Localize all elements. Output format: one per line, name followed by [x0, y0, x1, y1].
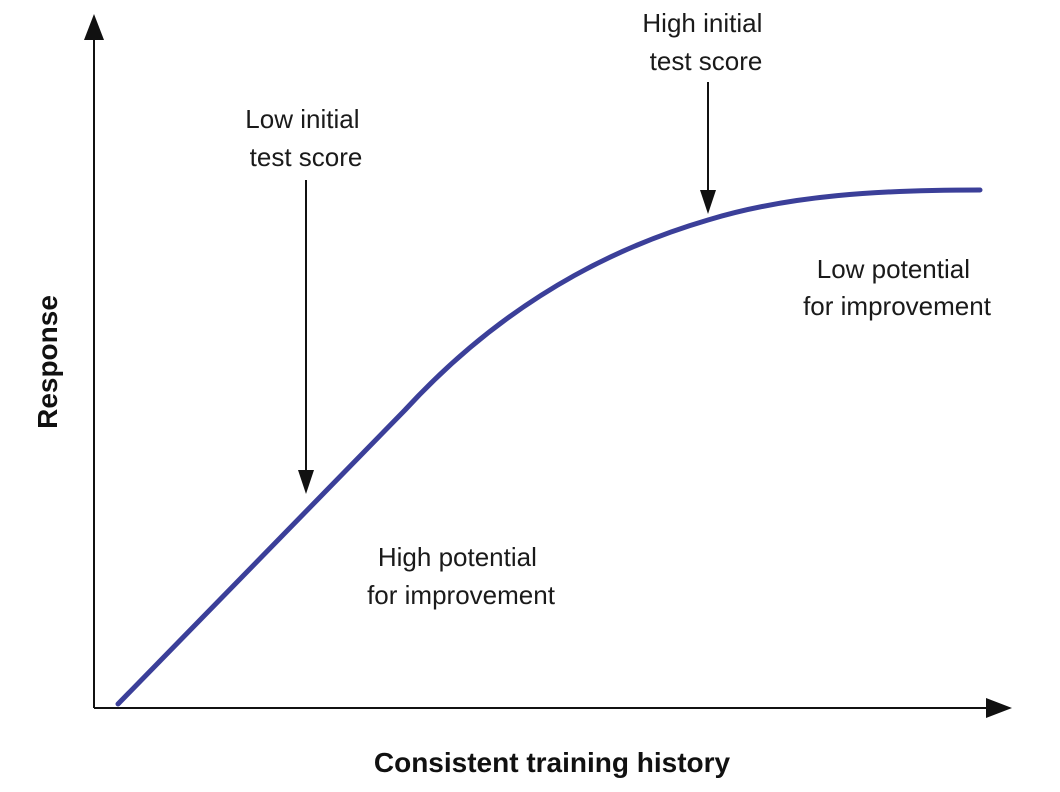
low-potential-label-line-2: for improvement	[803, 291, 992, 321]
low-initial-pointer-arrowhead-icon	[298, 470, 314, 494]
low-initial-label: Low initial test score	[245, 104, 366, 172]
high-potential-label-line-1: High potential	[378, 542, 537, 572]
x-axis-title: Consistent training history	[374, 747, 731, 778]
low-potential-label: Low potential for improvement	[803, 254, 992, 321]
x-axis-arrowhead-icon	[986, 698, 1012, 718]
response-curve	[115, 187, 983, 707]
low-initial-label-line-2: test score	[250, 142, 363, 172]
low-initial-label-line-1: Low initial	[245, 104, 359, 134]
high-initial-label-line-1: High initial	[642, 8, 762, 38]
high-initial-label-line-2: test score	[650, 46, 763, 76]
high-initial-label: High initial test score	[642, 8, 769, 76]
low-potential-label-line-1: Low potential	[817, 254, 970, 284]
y-axis-title: Response	[32, 295, 63, 429]
high-initial-pointer-arrowhead-icon	[700, 190, 716, 214]
high-potential-label-line-2: for improvement	[367, 580, 556, 610]
y-axis-arrowhead-icon	[84, 14, 104, 40]
high-potential-label: High potential for improvement	[367, 542, 556, 610]
